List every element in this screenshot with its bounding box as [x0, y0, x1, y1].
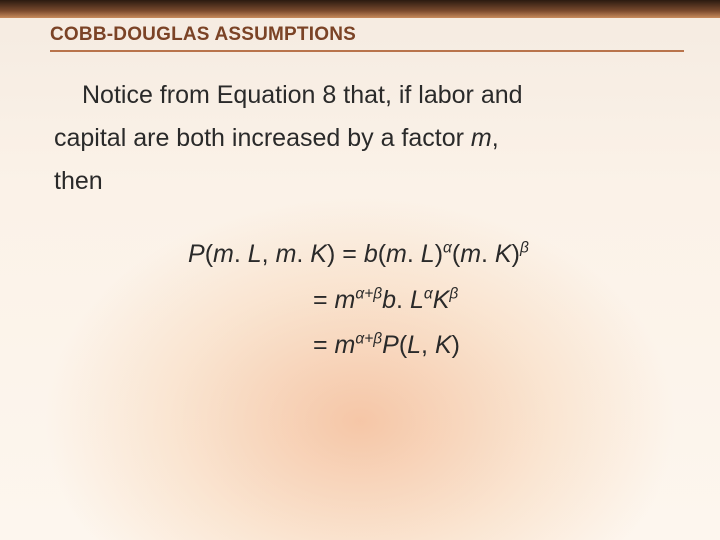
eq3-open: (	[399, 331, 407, 359]
equation-3: = mα+βP(L, K)	[188, 323, 529, 369]
eq2-sup-b: β	[449, 285, 458, 302]
eq2-dot: .	[396, 286, 410, 314]
equation-block: P(m. L, m. K) = b(m. L)α(m. K)β = mα+βb.…	[188, 232, 529, 369]
eq2-m: m	[335, 286, 356, 314]
body-line-3: then	[54, 160, 672, 203]
equation-2: = mα+βb. LαKβ	[188, 278, 529, 324]
eq2-sup-ab: α+β	[355, 285, 382, 302]
eq2-b: b	[382, 286, 396, 314]
eq1-dot2: .	[296, 240, 310, 268]
eq2-K: K	[433, 286, 450, 314]
eq1-open2: (	[452, 240, 460, 268]
eq1-m2: m	[276, 240, 297, 268]
equation-1: P(m. L, m. K) = b(m. L)α(m. K)β	[188, 232, 529, 278]
eq2-sup-a: α	[424, 285, 433, 302]
body-line-2b: ,	[492, 124, 499, 152]
eq1-rL: L	[421, 240, 435, 268]
eq3-P: P	[382, 331, 399, 359]
eq1-open: (	[205, 240, 213, 268]
eq2-equals: =	[313, 286, 335, 314]
eq1-b: b	[364, 240, 378, 268]
eq1-P: P	[188, 240, 205, 268]
eq1-equals: =	[335, 240, 364, 268]
body-line-1: Notice from Equation 8 that, if labor an…	[54, 74, 672, 117]
eq3-m: m	[335, 331, 356, 359]
eq3-K: K	[435, 331, 452, 359]
eq1-close1: )	[435, 240, 443, 268]
eq1-rm1: m	[386, 240, 407, 268]
body-line-2a: capital are both increased by a factor	[54, 124, 471, 152]
body-paragraph: Notice from Equation 8 that, if labor an…	[54, 74, 672, 203]
eq3-comma: ,	[421, 331, 435, 359]
eq1-rdot1: .	[407, 240, 421, 268]
eq1-L: L	[248, 240, 262, 268]
eq1-comma: ,	[262, 240, 276, 268]
eq1-m1: m	[213, 240, 234, 268]
eq1-sup-b: β	[520, 240, 529, 257]
var-m: m	[471, 124, 492, 152]
eq1-open1: (	[378, 240, 386, 268]
eq1-rdot2: .	[481, 240, 495, 268]
slide-title: COBB-DOUGLAS ASSUMPTIONS	[50, 24, 356, 46]
eq1-sup-a: α	[443, 240, 452, 257]
eq1-dot1: .	[234, 240, 248, 268]
eq2-L: L	[410, 286, 424, 314]
title-underline	[50, 50, 684, 52]
eq3-equals: =	[313, 331, 335, 359]
eq3-close: )	[452, 331, 460, 359]
eq1-rK: K	[495, 240, 512, 268]
eq3-sup-ab: α+β	[355, 331, 382, 348]
eq1-rm2: m	[460, 240, 481, 268]
eq1-K: K	[310, 240, 327, 268]
eq1-close2: )	[512, 240, 520, 268]
body-line-2: capital are both increased by a factor m…	[54, 117, 672, 160]
top-gradient-strip	[0, 0, 720, 18]
eq3-L: L	[407, 331, 421, 359]
